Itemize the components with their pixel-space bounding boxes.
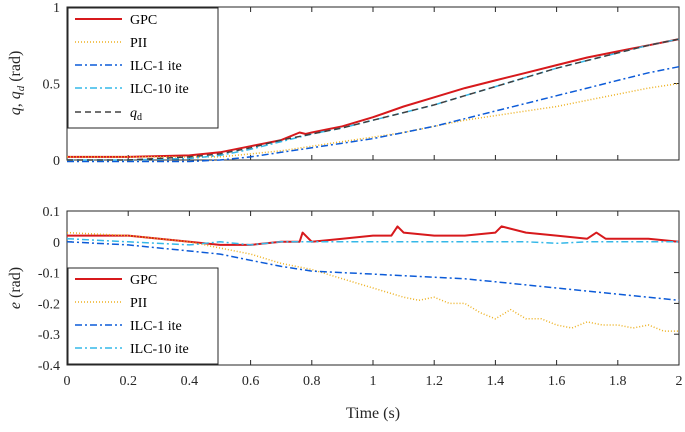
x-tick-label: 1.2 xyxy=(425,374,443,389)
x-tick-label: 1 xyxy=(370,374,377,389)
legend-label-gpc: GPC xyxy=(130,273,157,288)
x-tick-label: 1.6 xyxy=(548,374,566,389)
y-tick-label: -0.4 xyxy=(38,359,60,374)
legend-label-ilc-10: ILC-10 ite xyxy=(130,82,189,97)
x-axis-label: Time (s) xyxy=(346,405,400,422)
bottom-axes-series xyxy=(66,225,680,332)
y-tick-label: 0.5 xyxy=(43,78,61,93)
legend-label-ilc-10: ILC-10 ite xyxy=(130,342,189,357)
x-tick-label: 1.4 xyxy=(487,374,505,389)
series-line-ilc-1-ite xyxy=(66,241,680,302)
top-legend: GPC PII ILC-1 ite ILC-10 ite qd xyxy=(67,7,219,129)
y-tick-label: 1 xyxy=(53,1,60,16)
legend-label-pii: PII xyxy=(130,36,147,51)
x-tick-label: 0.6 xyxy=(242,374,260,389)
series-line-ilc-1-ite xyxy=(67,65,680,163)
bottom-y-axis-label: e (rad) xyxy=(7,267,24,309)
x-tick-label: 0.2 xyxy=(119,374,137,389)
bottom-axes-ticks: 0.1 0 -0.1 -0.2 -0.3 -0.4 0 0.2 0.4 0.6 0.8 1 1.2 1.4… xyxy=(38,205,683,389)
legend-label-ilc-1: ILC-1 ite xyxy=(130,59,182,74)
legend-label-pii: PII xyxy=(130,296,147,311)
x-tick-label: 0 xyxy=(64,374,71,389)
legend-label-ilc-1: ILC-1 ite xyxy=(130,319,182,334)
legend-label-gpc: GPC xyxy=(130,13,157,28)
bottom-legend: GPC PII ILC-1 ite ILC-10 ite xyxy=(67,267,219,365)
series-line-pii xyxy=(66,231,679,332)
top-axes-series xyxy=(67,38,680,163)
series-line-pii xyxy=(67,82,680,158)
x-tick-label: 0.8 xyxy=(303,374,321,389)
series-line-gpc xyxy=(67,38,680,158)
y-tick-label: -0.3 xyxy=(38,328,60,343)
y-tick-label: 0.1 xyxy=(43,205,61,220)
y-tick-label: 0 xyxy=(53,236,60,251)
x-tick-label: 0.4 xyxy=(181,374,199,389)
y-tick-label: -0.2 xyxy=(38,297,60,312)
y-tick-label: 0 xyxy=(53,154,60,169)
series-line-ilc-10-ite xyxy=(66,237,679,246)
top-legend-box xyxy=(67,7,219,129)
series-line-gpc xyxy=(67,225,680,246)
top-y-axis-label: q, qd (rad) xyxy=(7,51,27,116)
x-tick-label: 2 xyxy=(676,374,683,389)
series-line-q-d xyxy=(67,38,680,161)
x-tick-label: 1.8 xyxy=(609,374,627,389)
top-axes: 0 0.5 1 q, qd (rad) GPC PII ILC-1 ite ILC-… xyxy=(7,1,680,169)
bottom-axes: 0.1 0 -0.1 -0.2 -0.3 -0.4 0 0.2 0.4 0.6 0.8 1 1.2 1.4… xyxy=(7,205,683,422)
y-tick-label: -0.1 xyxy=(38,267,60,282)
